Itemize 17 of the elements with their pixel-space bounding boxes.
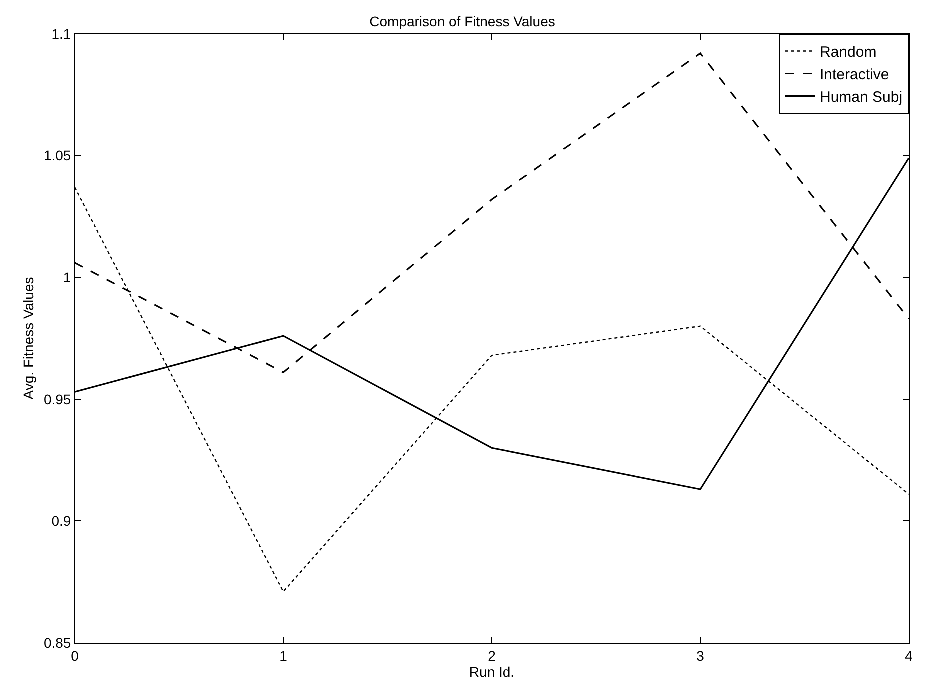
y-tick-label: 1 bbox=[63, 270, 72, 286]
x-tick-label: 0 bbox=[71, 648, 80, 664]
x-tick-label: 3 bbox=[696, 648, 705, 664]
legend-label: Interactive bbox=[820, 66, 890, 84]
legend-label: Human Subj bbox=[820, 89, 903, 106]
y-tick-label: 1.1 bbox=[52, 26, 72, 42]
y-tick-label: 0.95 bbox=[44, 391, 72, 408]
y-axis-title: Avg. Fitness Values bbox=[20, 277, 37, 400]
y-tick-label: 0.85 bbox=[44, 634, 72, 651]
x-axis-title: Run Id. bbox=[469, 664, 515, 680]
y-tick-label: 1.05 bbox=[44, 148, 72, 164]
legend-label: Random bbox=[820, 44, 877, 62]
y-tick-label: 0.9 bbox=[52, 513, 72, 530]
chart-title: Comparison of Fitness Values bbox=[370, 14, 556, 30]
x-tick-label: 1 bbox=[280, 648, 288, 664]
x-tick-label: 4 bbox=[905, 648, 914, 664]
x-tick-label: 2 bbox=[488, 648, 496, 664]
